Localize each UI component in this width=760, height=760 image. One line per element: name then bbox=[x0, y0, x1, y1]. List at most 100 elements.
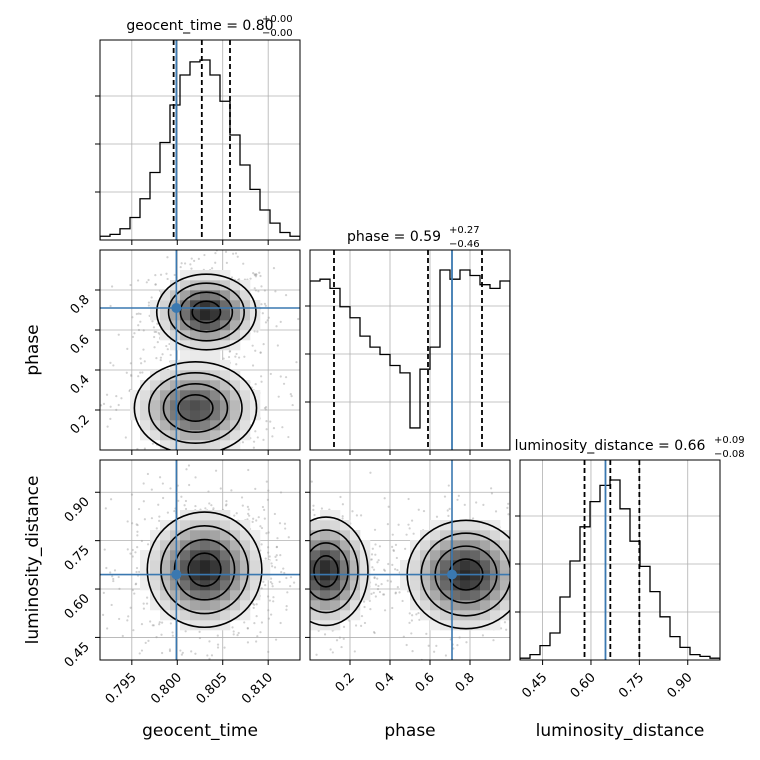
density-cell bbox=[140, 550, 151, 561]
sample-point bbox=[296, 602, 298, 604]
sample-point bbox=[255, 615, 258, 618]
density-cell bbox=[500, 580, 510, 591]
density-cell bbox=[180, 290, 191, 301]
density-cell bbox=[450, 620, 461, 631]
density-cell bbox=[330, 530, 341, 541]
sample-point bbox=[340, 645, 343, 649]
sample-point bbox=[368, 599, 371, 603]
sample-point bbox=[152, 326, 156, 329]
sample-point bbox=[387, 562, 390, 566]
sample-point bbox=[274, 290, 277, 293]
sample-point bbox=[189, 263, 192, 266]
sample-point bbox=[305, 597, 307, 599]
density-cell bbox=[320, 530, 331, 541]
sample-point bbox=[208, 640, 211, 643]
sample-point bbox=[284, 376, 288, 379]
sample-point bbox=[103, 548, 106, 551]
sample-point bbox=[241, 504, 244, 507]
density-cell bbox=[340, 520, 351, 531]
sample-point bbox=[342, 625, 346, 629]
density-cell bbox=[420, 580, 431, 591]
density-cell bbox=[230, 400, 241, 411]
density-cell bbox=[240, 280, 251, 291]
sample-point bbox=[528, 640, 530, 642]
sample-point bbox=[262, 580, 265, 583]
density-cell bbox=[150, 370, 161, 381]
density-cell bbox=[430, 550, 441, 561]
density-cell bbox=[140, 400, 151, 411]
sample-point bbox=[149, 620, 152, 623]
density-cell bbox=[340, 540, 351, 551]
density-cell bbox=[490, 520, 501, 531]
sample-point bbox=[234, 252, 238, 255]
density-cell bbox=[430, 610, 441, 621]
density-cell bbox=[190, 440, 201, 450]
sample-point bbox=[129, 606, 132, 609]
sample-point bbox=[392, 549, 395, 553]
sample-point bbox=[383, 569, 387, 572]
sample-point bbox=[292, 579, 294, 581]
sample-point bbox=[292, 528, 294, 530]
density-cell bbox=[450, 550, 461, 561]
density-cell bbox=[230, 610, 241, 621]
density-cell bbox=[480, 610, 491, 621]
sample-point bbox=[319, 678, 321, 680]
sample-point bbox=[235, 363, 238, 366]
density-cell bbox=[190, 620, 201, 631]
panel-frame-2-1 bbox=[309, 459, 511, 661]
sample-point bbox=[296, 504, 298, 506]
sample-point bbox=[306, 555, 308, 557]
sample-point bbox=[304, 533, 306, 535]
sample-point bbox=[127, 471, 129, 473]
density-cell bbox=[230, 410, 241, 421]
sample-point bbox=[254, 383, 257, 386]
sample-point bbox=[265, 480, 268, 483]
sample-point bbox=[370, 592, 373, 596]
sample-point bbox=[212, 461, 214, 463]
sample-point bbox=[267, 609, 270, 612]
density-cell bbox=[220, 330, 231, 341]
sample-point bbox=[302, 535, 304, 537]
sample-point bbox=[295, 567, 297, 569]
density-cell bbox=[180, 620, 191, 631]
density-cell bbox=[410, 550, 421, 561]
density-cell bbox=[230, 300, 241, 311]
sample-point bbox=[283, 571, 286, 575]
sample-point bbox=[548, 559, 550, 561]
density-cell bbox=[500, 600, 510, 611]
sample-point bbox=[271, 435, 274, 438]
sample-point bbox=[138, 570, 141, 574]
density-cell bbox=[330, 550, 341, 561]
density-cell bbox=[220, 580, 231, 591]
density-cell bbox=[210, 520, 221, 531]
sample-point bbox=[135, 523, 138, 526]
sample-point bbox=[532, 554, 534, 556]
density-cell bbox=[230, 440, 241, 450]
sample-point bbox=[307, 541, 309, 543]
density-cell bbox=[160, 560, 171, 571]
hist-step-geocent_time bbox=[100, 59, 300, 240]
sample-point bbox=[237, 356, 241, 359]
sample-point bbox=[166, 511, 169, 514]
xtick-label-phase-2: 0.6 bbox=[413, 670, 438, 695]
sample-point bbox=[188, 483, 191, 487]
panel-2-1 bbox=[230, 459, 550, 680]
density-cell bbox=[480, 590, 491, 601]
density-cell bbox=[470, 550, 481, 561]
ytick-label-phase-0: 0.2 bbox=[68, 412, 93, 437]
density-cell bbox=[200, 360, 211, 371]
sample-point bbox=[125, 371, 128, 374]
density-cell bbox=[480, 540, 491, 551]
sample-point bbox=[523, 556, 525, 558]
sample-point bbox=[302, 542, 304, 544]
sample-point bbox=[265, 532, 268, 535]
sample-point bbox=[465, 641, 468, 644]
sample-point bbox=[370, 553, 374, 556]
sample-point bbox=[88, 373, 90, 375]
sample-point bbox=[230, 494, 232, 496]
sample-point bbox=[392, 548, 395, 552]
sample-point bbox=[232, 252, 235, 255]
sample-point bbox=[297, 567, 299, 569]
sample-point bbox=[264, 304, 267, 307]
sample-point bbox=[490, 492, 494, 495]
